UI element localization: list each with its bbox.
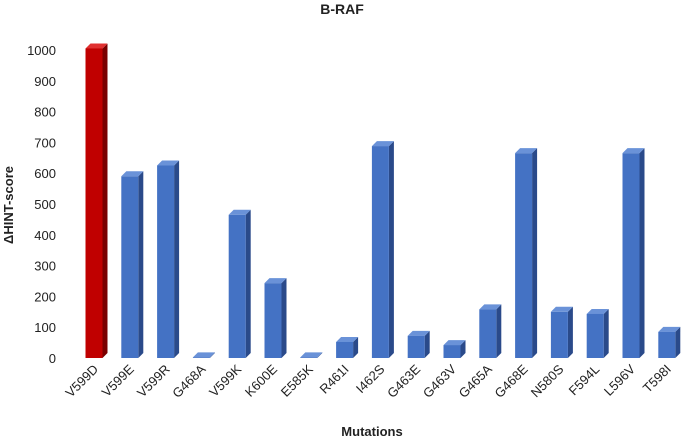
x-axis-title: Mutations	[341, 424, 402, 439]
bar-g465a	[479, 304, 502, 358]
bar-v599k	[228, 209, 251, 358]
x-tick-label: T598I	[640, 362, 674, 396]
x-tick-label: F594L	[566, 362, 603, 399]
y-tick-label: 900	[34, 74, 56, 89]
bar-g468e	[515, 148, 538, 358]
x-tick-label: G463E	[384, 361, 423, 400]
bar-n580s	[550, 306, 573, 358]
y-axis-title: ΔHINT-score	[1, 166, 16, 244]
bar-g468a	[192, 352, 215, 358]
bar-f594l	[586, 308, 609, 358]
y-tick-label: 100	[34, 320, 56, 335]
bar-g463e	[407, 330, 430, 358]
bar-t598i	[658, 326, 681, 358]
y-tick-label: 0	[49, 351, 56, 366]
x-tick-label: I462S	[353, 361, 388, 396]
bar-g463v	[443, 340, 466, 358]
x-tick-label: V599E	[99, 361, 137, 399]
bar-r461i	[336, 336, 359, 358]
x-tick-label: G468A	[169, 361, 208, 400]
y-tick-label: 200	[34, 289, 56, 304]
chart-title: B-RAF	[320, 1, 364, 17]
bar-v599r	[157, 160, 180, 358]
bar-v599d	[85, 43, 108, 359]
bar-i462s	[371, 141, 394, 358]
y-tick-label: 400	[34, 228, 56, 243]
bar-e585k	[300, 352, 323, 358]
x-tick-label: G468E	[491, 361, 530, 400]
y-tick-label: 500	[34, 197, 56, 212]
y-tick-label: 1000	[27, 43, 56, 58]
y-axis-ticks: 0 100 200 300 400 500 600 700 800 900 1000	[27, 43, 56, 366]
x-tick-label: V599D	[62, 362, 101, 401]
x-tick-label: E585K	[278, 361, 316, 399]
y-tick-label: 800	[34, 105, 56, 120]
y-tick-label: 600	[34, 166, 56, 181]
x-tick-label: G463V	[420, 361, 459, 400]
x-tick-label: V599R	[134, 362, 173, 401]
x-tick-label: R461I	[317, 362, 352, 397]
x-tick-label: G465A	[456, 361, 495, 400]
bar-v599e	[121, 171, 144, 358]
y-tick-label: 700	[34, 135, 56, 150]
x-tick-label: L596V	[601, 361, 638, 398]
bar-k600e	[264, 278, 287, 358]
bars-group	[85, 43, 681, 359]
x-tick-label: K600E	[242, 361, 280, 399]
x-tick-label: V599K	[206, 361, 244, 399]
y-tick-label: 300	[34, 259, 56, 274]
bar-l596v	[622, 148, 645, 358]
x-tick-label: N580S	[528, 361, 567, 400]
